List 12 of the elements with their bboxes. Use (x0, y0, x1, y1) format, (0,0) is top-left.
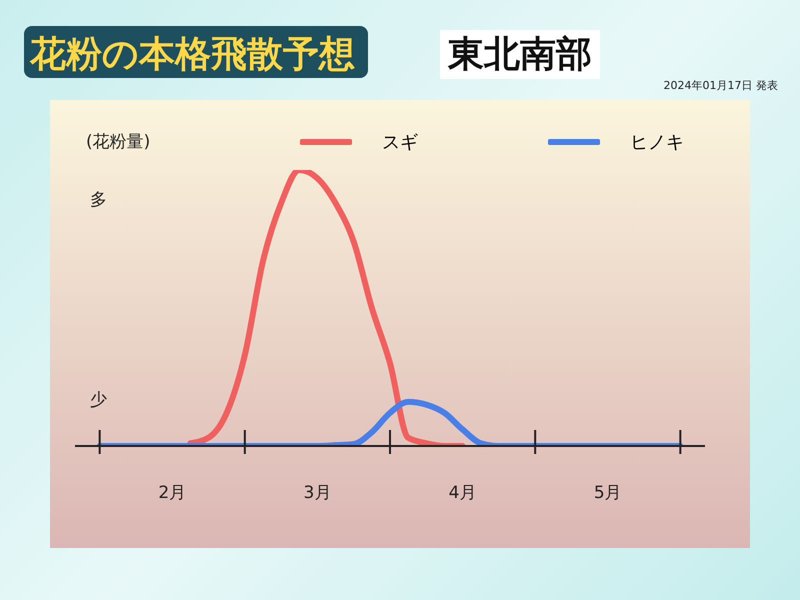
x-tick-label: 2月 (158, 483, 186, 503)
y-axis-title: (花粉量) (86, 131, 150, 153)
x-tick-label: 3月 (304, 483, 332, 503)
chart-subtitle: 東北南部 (440, 30, 600, 79)
chart-title: 花粉の本格飛散予想 (29, 34, 355, 75)
annotation: 多 (90, 189, 107, 211)
text: 2024年01月17日 発表 (664, 78, 778, 93)
x-tick-label: 5月 (594, 483, 622, 503)
legend-label: スギ (382, 131, 418, 154)
annotation: 少 (90, 389, 107, 411)
legend-label: ヒノキ (630, 131, 684, 154)
x-tick-label: 4月 (448, 483, 476, 503)
